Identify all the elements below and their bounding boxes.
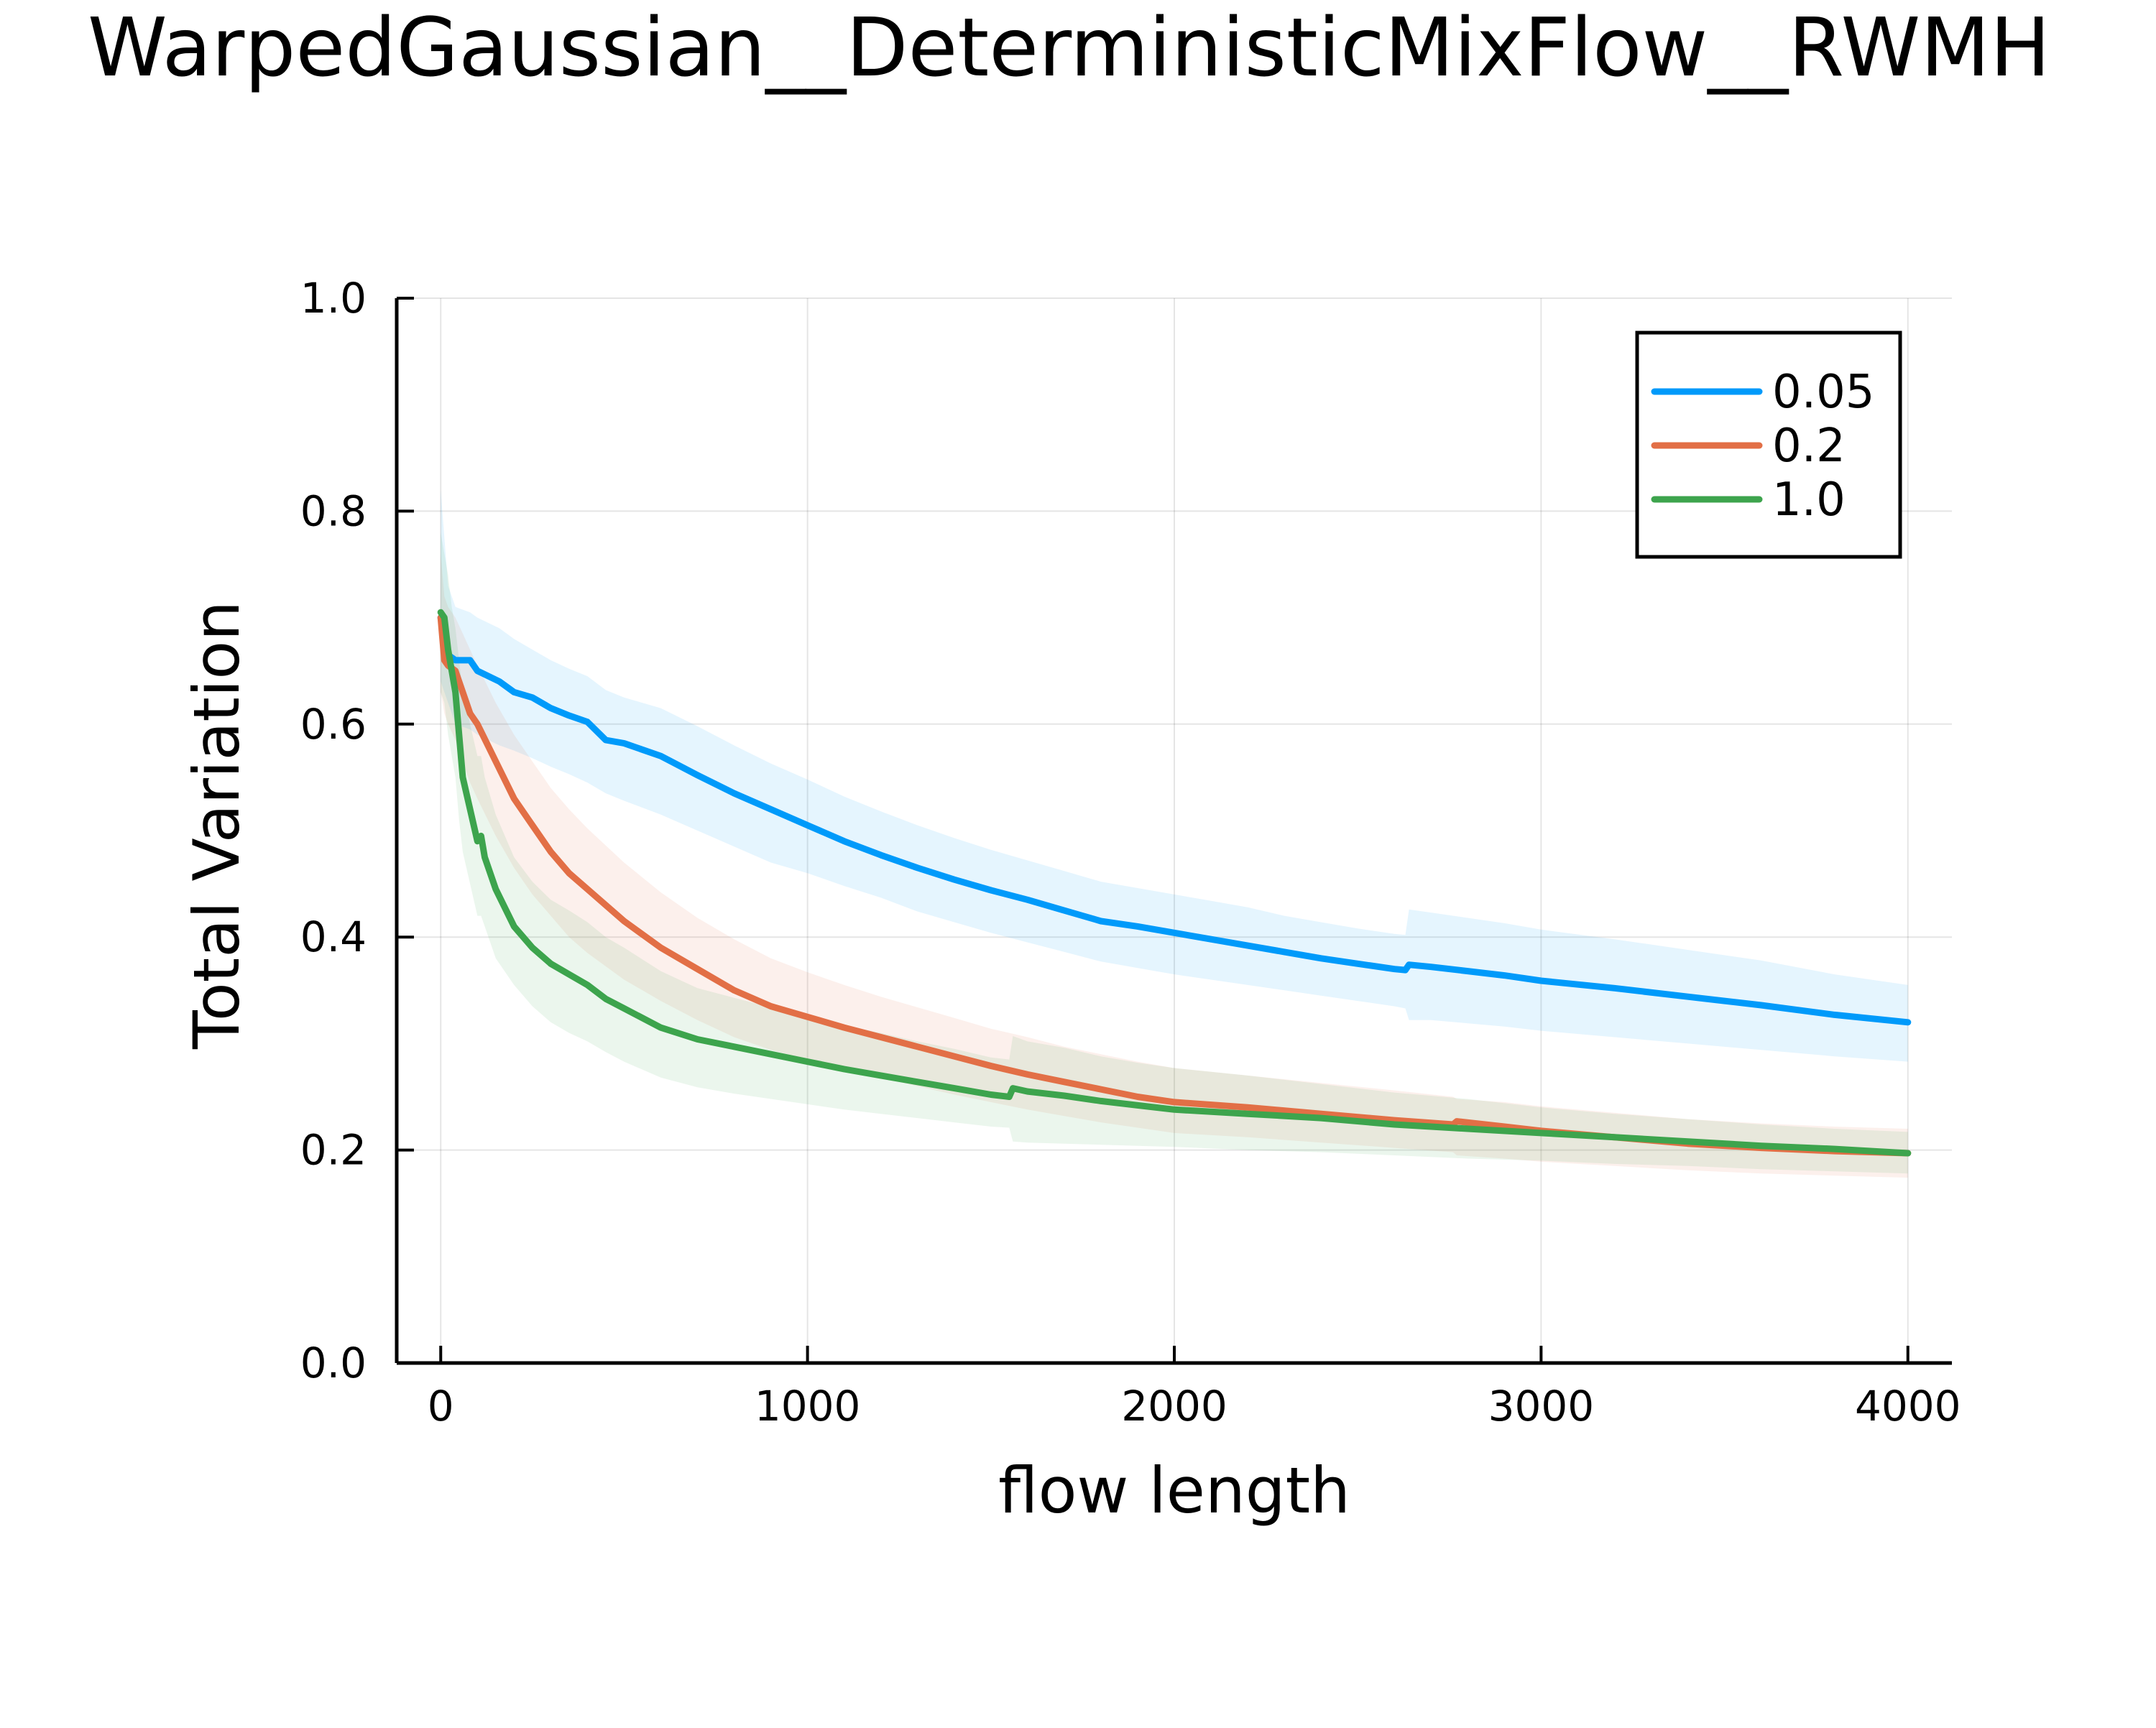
y-tick-label: 0.6 (300, 700, 367, 749)
series-line-0.2 (437, 614, 1912, 1157)
legend-label-1.0: 1.0 (1772, 473, 1846, 527)
x-tick-label: 3000 (1488, 1382, 1595, 1431)
series-line-1.0 (437, 609, 1912, 1157)
x-tick-label: 0 (428, 1382, 454, 1431)
x-axis-label: flow length (998, 1454, 1350, 1528)
tick-labels: 0 1000 2000 3000 4000 0.0 0.2 0.4 0.6 0.8 1.0 (300, 274, 1961, 1431)
y-tick-label: 0.0 (300, 1339, 367, 1387)
legend: 0.050.21.0 (1635, 331, 1902, 559)
chart-title: WarpedGaussian__DeterministicMixFlow__RW… (88, 1, 2050, 95)
y-tick-label: 0.2 (300, 1126, 367, 1175)
series-band-0.2 (441, 553, 1908, 1178)
y-tick-label: 0.4 (300, 912, 367, 961)
legend-label-0.05: 0.05 (1772, 366, 1875, 419)
y-tick-label: 1.0 (300, 274, 367, 323)
x-tick-label: 4000 (1855, 1382, 1961, 1431)
axes (395, 297, 1952, 1365)
legend-label-0.2: 0.2 (1772, 420, 1846, 473)
y-axis-label: Total Variation (180, 601, 254, 1050)
x-tick-label: 1000 (755, 1382, 861, 1431)
y-tick-label: 0.8 (300, 486, 367, 535)
x-tick-label: 2000 (1121, 1382, 1227, 1431)
series-line-0.05 (437, 614, 1912, 1026)
series-lines (437, 609, 1912, 1157)
